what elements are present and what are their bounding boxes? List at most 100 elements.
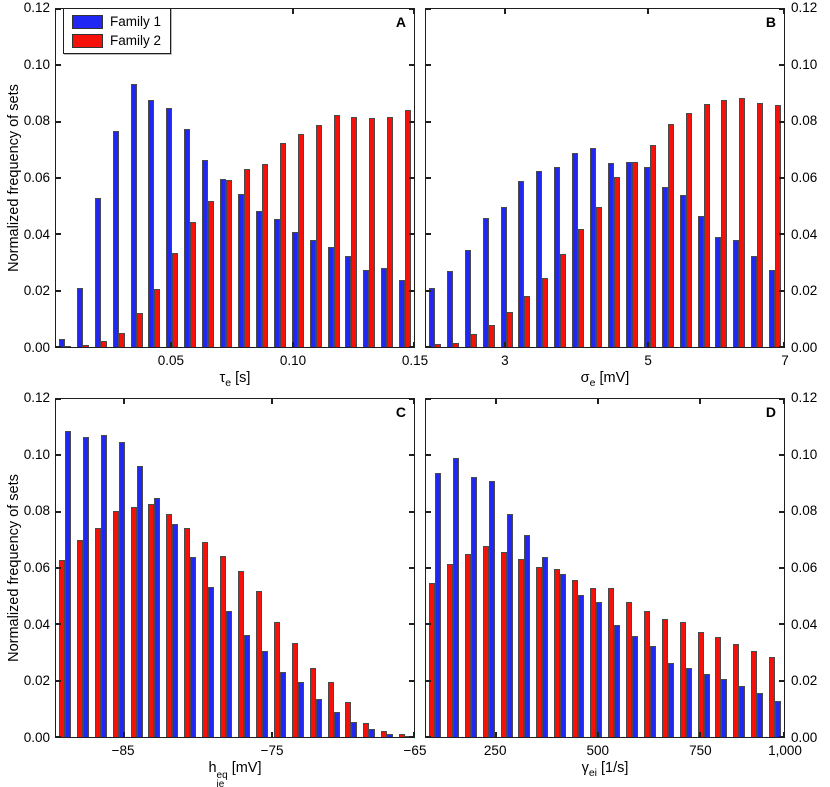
xaxis-label-base: σ [580,370,590,386]
x-tick-mark [504,342,507,347]
family1-bar [554,167,561,347]
panel-D-bin-7 [533,399,551,737]
family2-bar [667,123,674,347]
family2-bar [560,254,567,347]
panel-D-bin-2 [444,399,462,737]
panel-A-bin-15 [307,9,325,347]
x-tick-mark [783,9,785,14]
family1-bar [130,84,137,347]
panel-D-bin-3 [462,399,480,737]
y-tick-mark [779,346,784,348]
family1-bar [244,634,251,737]
family2-bar [315,125,322,347]
family1-bar [381,268,388,347]
legend-label-family1: Family 1 [110,14,162,29]
family2-bar [500,551,507,737]
family1-bar [428,288,435,347]
panel-C-ytick: 0.06 [23,560,50,575]
panel-C-plot-area: C [55,398,415,738]
family1-bar [148,99,155,347]
panel-D-bars [426,399,784,737]
panel-D-bin-14 [659,399,677,737]
panel-B-bin-1 [426,9,444,347]
family1-bar [136,466,143,737]
family1-bar [112,130,119,347]
y-tick-mark [56,510,61,513]
panel-A-bin-10 [217,9,235,347]
family2-bar [524,296,531,347]
panel-B-ytick: 0.00 [791,340,818,355]
family1-bar [608,163,615,347]
panel-D-plot-area: D [425,398,785,738]
xaxis-label-unit: [mV] [595,370,630,386]
y-tick-mark [409,346,414,348]
panel-B-bin-18 [730,9,748,347]
family1-bar [154,498,161,737]
panel-C-ytick: 0.02 [23,673,50,689]
family2-bar [345,701,352,737]
family2-bar [381,731,388,737]
xaxis-label-sub: ei [588,767,597,779]
panel-A-bin-1 [56,9,74,347]
family1-bar [614,624,621,737]
panel-B-xtick: 3 [501,353,509,368]
panel-C-bin-14 [289,399,307,737]
family2-bar [679,621,686,737]
panel-B-bin-14 [659,9,677,347]
panel-B-bin-5 [498,9,516,347]
panel-C-ytick: 0.04 [23,616,50,632]
panel-C-bin-5 [128,399,146,737]
family2-bar [291,642,298,737]
panel-D-bin-1 [426,399,444,737]
panel-C-bin-4 [110,399,128,737]
family1-bar [518,181,525,347]
family2-bar [452,342,459,347]
xaxis-label-supsub: eq ie [217,771,228,787]
xaxis-label-base: τ [219,370,226,386]
xaxis-label-sub: ie [216,779,225,787]
family2-bar [434,343,441,347]
family2-bar [446,564,453,737]
panel-C-bin-13 [271,399,289,737]
family1-bar [100,435,107,737]
x-tick-mark [413,342,415,347]
x-tick-mark [494,399,497,404]
x-tick-mark [413,9,415,14]
family1-bar [643,167,650,347]
family1-bar [560,574,567,737]
x-tick-mark [270,732,273,737]
family1-bar [166,108,173,347]
family2-bar [536,567,543,737]
legend-item-family1: Family 1 [72,14,161,29]
family2-bar [685,112,692,347]
family1-bar [757,693,764,737]
family2-bar [542,278,549,347]
family2-bar [58,560,65,737]
x-tick-mark [783,399,785,404]
panel-D-bin-18 [730,399,748,737]
y-tick-mark [56,398,61,400]
family2-bar [482,546,489,737]
y-tick-mark [779,120,784,123]
panel-A-bin-2 [74,9,92,347]
family1-bar [190,557,197,737]
panel-C-bin-7 [163,399,181,737]
family2-bar [608,588,615,737]
y-tick-mark [426,623,431,626]
family2-bar [208,200,215,347]
family1-bar [697,216,704,347]
family1-bar [279,672,286,737]
family1-bar [202,160,209,347]
xaxis-label-sub: e [589,377,596,389]
panel-C-bin-10 [217,399,235,737]
panel-B-xtick: 7 [781,353,789,368]
x-tick-mark [596,732,599,737]
panel-D-xtick: 1,000 [768,743,802,758]
panel-B-bin-2 [444,9,462,347]
family1-bar [452,457,459,737]
panel-A-bin-11 [235,9,253,347]
family1-bar [715,237,722,347]
family1-bar [58,338,65,347]
family2-bar [130,506,137,737]
y-tick-mark [779,233,784,236]
